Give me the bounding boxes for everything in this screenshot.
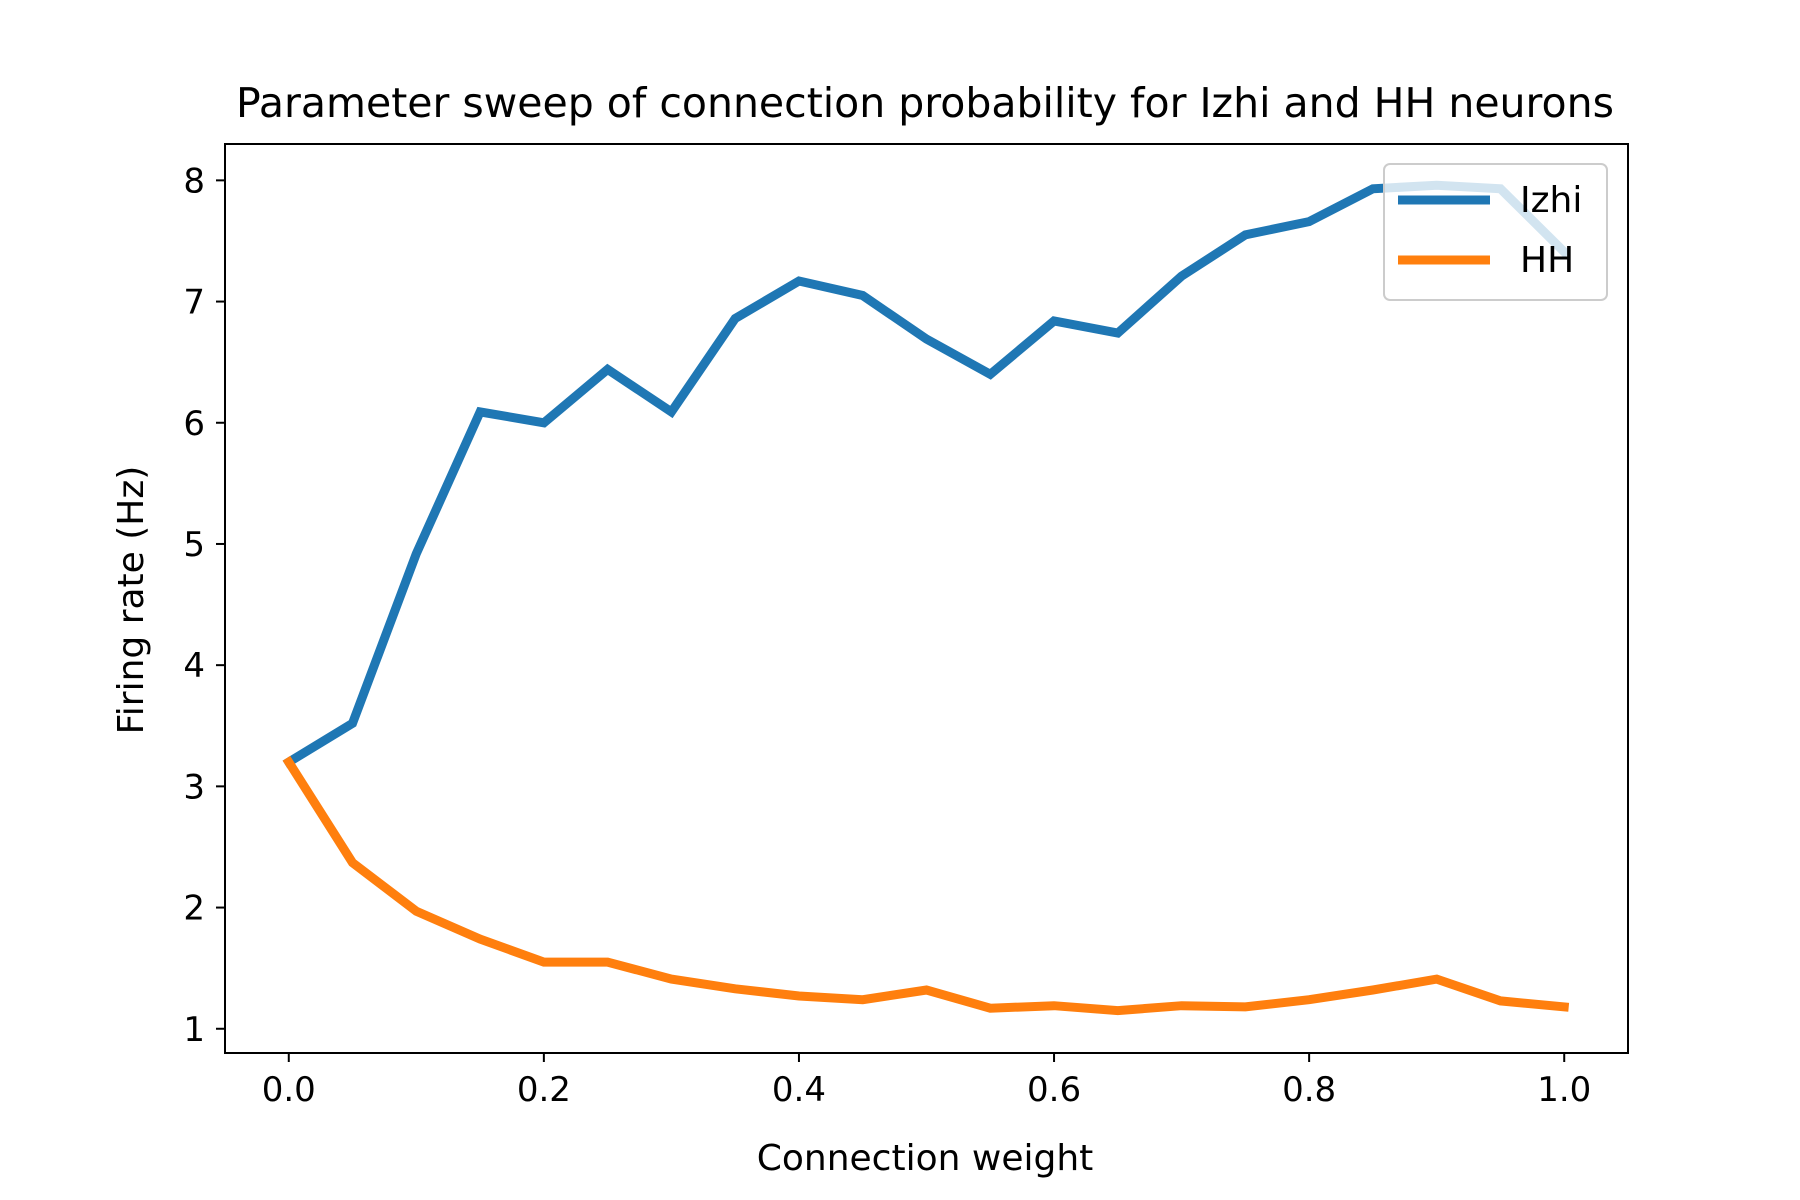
y-tick-label: 6 <box>183 404 205 444</box>
legend: Izhi HH <box>1383 163 1608 301</box>
y-tick-label: 5 <box>183 525 205 565</box>
y-tick-label: 2 <box>183 889 205 929</box>
y-tick-label: 1 <box>183 1010 205 1050</box>
y-tick-label: 4 <box>183 646 205 686</box>
x-tick-label: 0.6 <box>1027 1070 1081 1110</box>
series-line-izhi <box>282 180 1571 769</box>
y-axis: 1 2 3 4 5 6 7 8 <box>183 161 225 1050</box>
axes-frame <box>224 143 1629 1054</box>
y-tick-label: 3 <box>183 767 205 807</box>
x-tick-label: 0.2 <box>517 1070 571 1110</box>
legend-label-hh: HH <box>1520 240 1574 281</box>
x-axis-label: Connection weight <box>757 1138 1094 1179</box>
y-tick-label: 8 <box>183 161 205 201</box>
legend-label-izhi: Izhi <box>1520 180 1582 221</box>
x-axis: 0.0 0.2 0.4 0.6 0.8 1.0 <box>262 1053 1591 1110</box>
chart-title: Parameter sweep of connection probabilit… <box>236 79 1614 127</box>
y-tick-label: 7 <box>183 283 205 323</box>
x-tick-label: 0.0 <box>262 1070 316 1110</box>
y-axis-label: Firing rate (Hz) <box>111 466 152 735</box>
x-tick-label: 0.8 <box>1282 1070 1336 1110</box>
x-tick-label: 1.0 <box>1537 1070 1591 1110</box>
plot-area <box>282 180 1571 1016</box>
x-tick-label: 0.4 <box>772 1070 826 1110</box>
series-line-hh <box>282 755 1570 1016</box>
